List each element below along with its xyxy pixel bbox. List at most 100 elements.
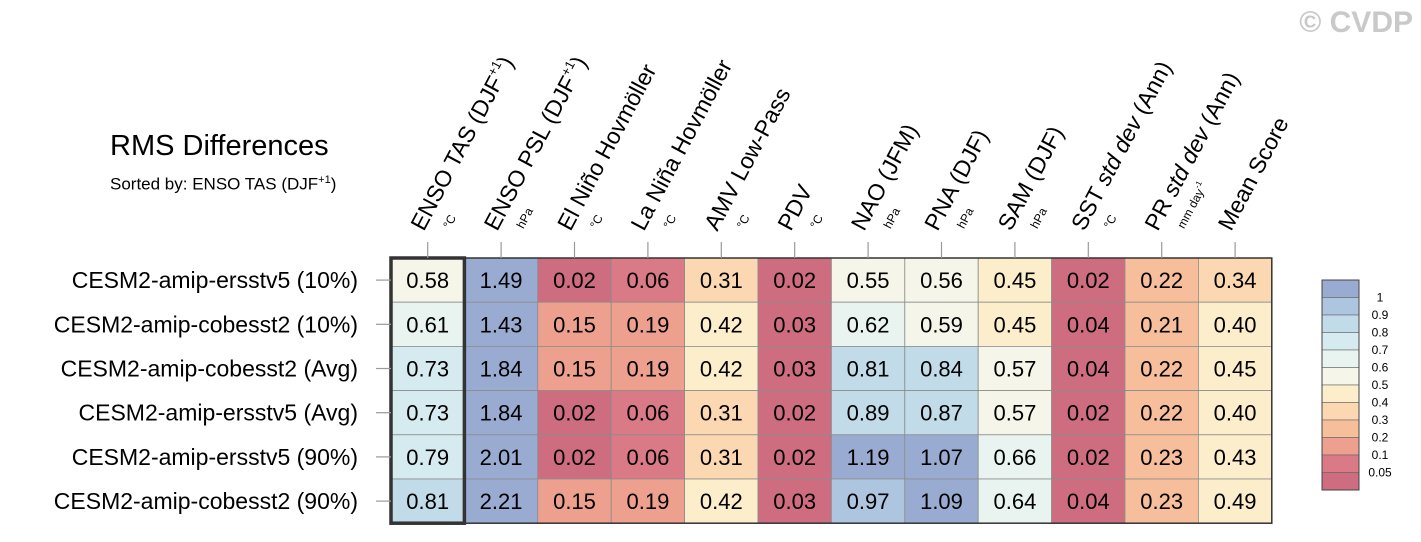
cell-value: 0.40 bbox=[1214, 312, 1257, 337]
cell-value: 0.81 bbox=[406, 489, 449, 514]
cell-value: 0.06 bbox=[626, 401, 669, 426]
cell-value: 0.21 bbox=[1140, 312, 1183, 337]
colorbar-swatch bbox=[1321, 402, 1360, 421]
column-label-part: (Ann) bbox=[1192, 68, 1244, 136]
heatmap-cell bbox=[1051, 257, 1126, 303]
cell-value: 0.43 bbox=[1214, 445, 1257, 470]
colorbar-swatch bbox=[1321, 332, 1360, 351]
cell-value: 0.02 bbox=[553, 445, 596, 470]
cell-value: 0.89 bbox=[847, 401, 890, 426]
column-label-part: PNA (DJF) bbox=[919, 125, 994, 234]
colorbar-swatch bbox=[1321, 454, 1360, 473]
cell-value: 0.02 bbox=[1067, 401, 1110, 426]
heatmap-cell bbox=[1051, 301, 1126, 347]
cell-value: 0.19 bbox=[626, 357, 669, 382]
cell-value: 0.19 bbox=[626, 312, 669, 337]
cell-value: 0.87 bbox=[920, 401, 963, 426]
cell-value: 2.21 bbox=[480, 489, 523, 514]
watermark-logo: © CVDP bbox=[1299, 6, 1413, 39]
colorbar-swatch bbox=[1321, 297, 1360, 316]
column-label: SST std dev (Ann)°C bbox=[1066, 57, 1177, 235]
colorbar-swatch bbox=[1321, 314, 1360, 333]
heatmap-cell bbox=[537, 478, 612, 524]
cell-value: 1.84 bbox=[480, 357, 523, 382]
heatmap-cell bbox=[1198, 301, 1273, 347]
column-label-part: Mean Score bbox=[1213, 113, 1294, 235]
cell-value: 0.57 bbox=[993, 357, 1036, 382]
heatmap-cell bbox=[684, 345, 759, 391]
cell-value: 0.02 bbox=[773, 401, 816, 426]
cell-value: 0.02 bbox=[773, 445, 816, 470]
heatmap-cell bbox=[610, 478, 686, 524]
colorbar-label: 0.05 bbox=[1368, 466, 1392, 480]
heatmap-cell bbox=[977, 345, 1053, 391]
colorbar-label: 0.1 bbox=[1372, 448, 1389, 462]
heatmap-cell bbox=[977, 478, 1053, 524]
heatmap-cell bbox=[757, 478, 832, 524]
heatmap-cell bbox=[1051, 390, 1126, 436]
cell-value: 0.45 bbox=[1214, 357, 1257, 382]
colorbar-label: 0.9 bbox=[1372, 308, 1389, 322]
heatmap-cell bbox=[684, 301, 759, 347]
cell-value: 0.61 bbox=[406, 312, 449, 337]
column-label: PDV°C bbox=[772, 180, 826, 235]
cell-value: 0.22 bbox=[1140, 401, 1183, 426]
colorbar-border bbox=[1321, 279, 1360, 491]
colorbar-label: 0.2 bbox=[1372, 431, 1389, 445]
row-label: CESM2-amip-ersstv5 (90%) bbox=[72, 444, 358, 470]
row-label: CESM2-amip-ersstv5 (10%) bbox=[72, 267, 358, 293]
column-unit: hPa bbox=[1028, 205, 1051, 231]
column-label-italic: std dev bbox=[1157, 121, 1215, 200]
cell-value: 0.45 bbox=[993, 268, 1036, 293]
cell-value: 0.22 bbox=[1140, 268, 1183, 293]
cell-value: 0.04 bbox=[1067, 489, 1110, 514]
cell-value: 0.42 bbox=[700, 312, 743, 337]
cell-value: 0.56 bbox=[920, 268, 963, 293]
subtitle-suffix: ) bbox=[330, 174, 337, 194]
column-label-sup: +1 bbox=[558, 58, 578, 78]
column-unit: °C bbox=[807, 212, 826, 231]
cell-value: 0.45 bbox=[993, 312, 1036, 337]
column-unit: °C bbox=[661, 212, 680, 231]
cell-value: 0.04 bbox=[1067, 357, 1110, 382]
heatmap-cell bbox=[1198, 257, 1273, 303]
heatmap-cell bbox=[1051, 345, 1126, 391]
heatmap-cell bbox=[977, 434, 1053, 480]
heatmap-cell bbox=[1198, 434, 1273, 480]
row-label: CESM2-amip-cobesst2 (90%) bbox=[54, 488, 358, 514]
column-unit: °C bbox=[440, 212, 459, 231]
heatmap-cell bbox=[463, 345, 539, 391]
cell-value: 0.59 bbox=[920, 312, 963, 337]
cell-value: 0.23 bbox=[1140, 445, 1183, 470]
heatmap-cell bbox=[977, 301, 1053, 347]
cell-value: 0.02 bbox=[553, 401, 596, 426]
heatmap-cell bbox=[463, 434, 539, 480]
cell-value: 0.04 bbox=[1067, 312, 1110, 337]
row-label: CESM2-amip-cobesst2 (Avg) bbox=[61, 356, 358, 382]
cell-value: 0.02 bbox=[1067, 445, 1110, 470]
colorbar-label: 0.3 bbox=[1372, 413, 1389, 427]
cell-value: 1.19 bbox=[847, 445, 890, 470]
heatmap-cell bbox=[904, 434, 979, 480]
colorbar-swatch bbox=[1321, 349, 1360, 368]
cell-value: 1.07 bbox=[920, 445, 963, 470]
colorbar-swatch bbox=[1321, 279, 1360, 298]
column-label-text: PNA (DJF) bbox=[919, 125, 994, 234]
cell-value: 0.57 bbox=[993, 401, 1036, 426]
cell-value: 0.02 bbox=[553, 268, 596, 293]
heatmap-cell bbox=[977, 257, 1053, 303]
colorbar-label: 0.4 bbox=[1372, 396, 1389, 410]
cell-value: 0.62 bbox=[847, 312, 890, 337]
heatmap-cell bbox=[831, 257, 906, 303]
heatmap-cell bbox=[1198, 478, 1273, 524]
column-unit: °C bbox=[734, 212, 753, 231]
column-label-italic: std dev bbox=[1090, 111, 1148, 190]
chart-title: RMS Differences bbox=[110, 130, 329, 162]
cell-value: 0.31 bbox=[700, 445, 743, 470]
cell-value: 0.15 bbox=[553, 357, 596, 382]
cell-value: 0.42 bbox=[700, 489, 743, 514]
colorbar-swatch bbox=[1321, 472, 1360, 491]
heatmap-cell bbox=[1124, 434, 1199, 480]
cell-value: 0.40 bbox=[1214, 401, 1257, 426]
